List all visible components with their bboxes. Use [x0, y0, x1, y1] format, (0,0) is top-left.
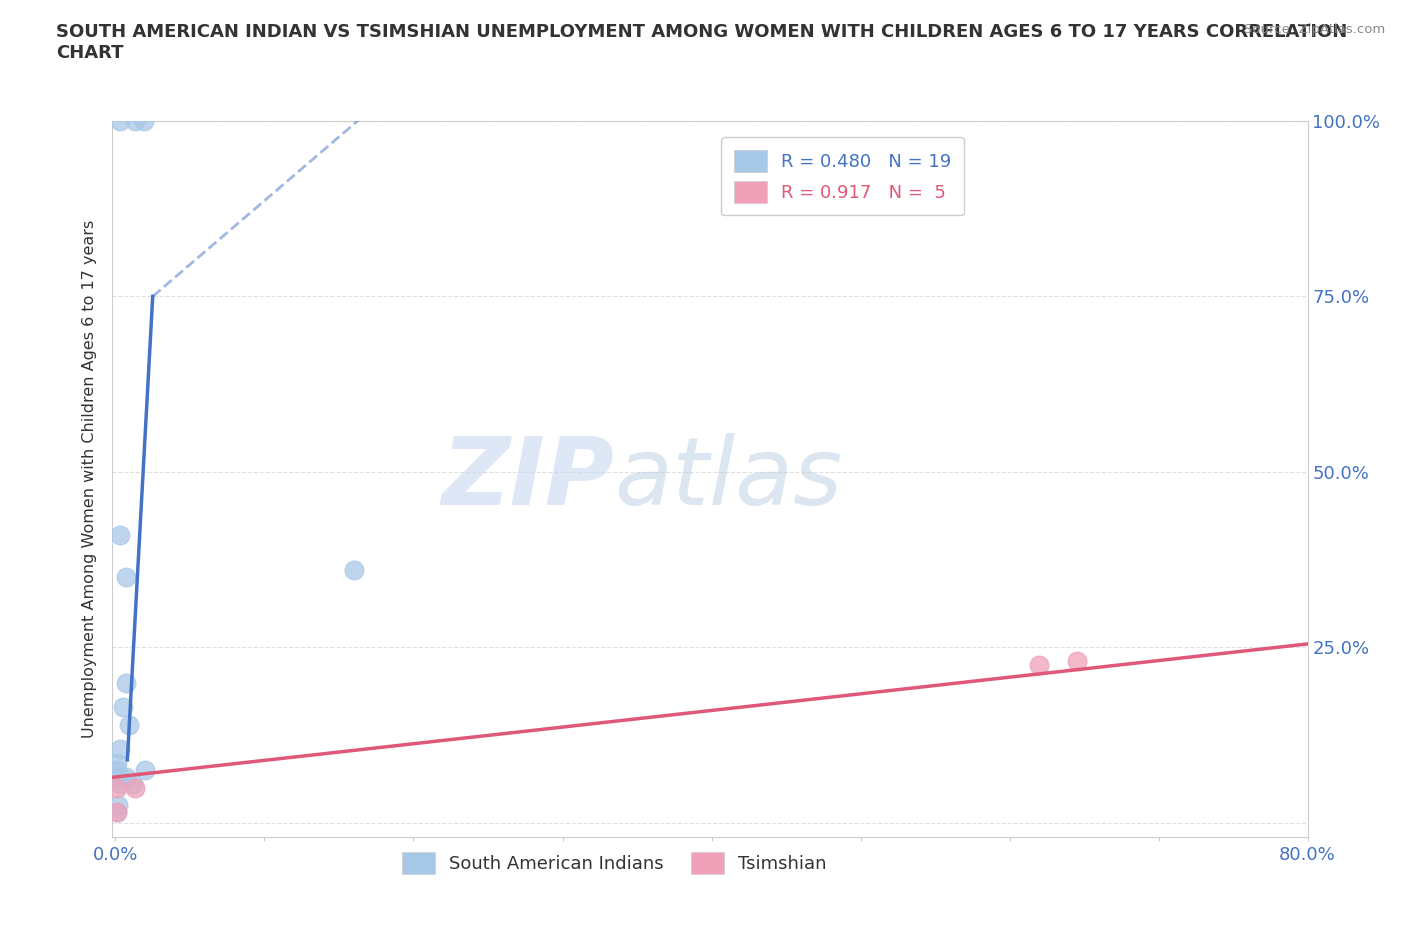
Point — [1028, 658, 1050, 672]
Point — [105, 805, 128, 820]
Point — [132, 113, 155, 128]
Point — [124, 780, 146, 795]
Point — [105, 780, 128, 795]
Text: atlas: atlas — [614, 433, 842, 525]
Point — [111, 699, 134, 714]
Point — [115, 570, 138, 585]
Point — [134, 763, 156, 777]
Point — [108, 527, 131, 542]
Point — [343, 563, 366, 578]
Point — [108, 742, 131, 757]
Point — [107, 798, 129, 813]
Point — [105, 763, 128, 777]
Point — [115, 770, 138, 785]
Point — [118, 717, 141, 732]
Point — [105, 805, 128, 820]
Text: Source: ZipAtlas.com: Source: ZipAtlas.com — [1244, 23, 1385, 36]
Text: SOUTH AMERICAN INDIAN VS TSIMSHIAN UNEMPLOYMENT AMONG WOMEN WITH CHILDREN AGES 6: SOUTH AMERICAN INDIAN VS TSIMSHIAN UNEMP… — [56, 23, 1347, 62]
Point — [124, 113, 146, 128]
Y-axis label: Unemployment Among Women with Children Ages 6 to 17 years: Unemployment Among Women with Children A… — [82, 219, 97, 738]
Legend: South American Indians, Tsimshian: South American Indians, Tsimshian — [395, 845, 834, 882]
Point — [122, 777, 145, 791]
Point — [105, 756, 128, 771]
Point — [108, 113, 131, 128]
Point — [1066, 654, 1088, 669]
Text: ZIP: ZIP — [441, 433, 614, 525]
Point — [108, 770, 131, 785]
Point — [115, 675, 138, 690]
Point — [108, 777, 131, 791]
